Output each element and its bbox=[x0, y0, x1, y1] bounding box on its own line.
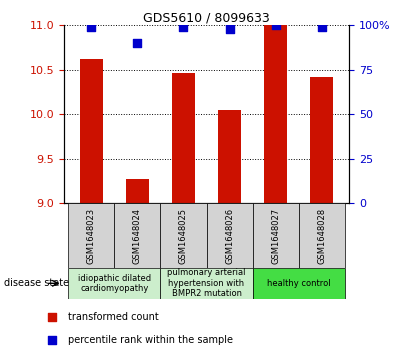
Text: disease state: disease state bbox=[4, 278, 69, 288]
Point bbox=[272, 23, 279, 28]
Point bbox=[88, 24, 95, 30]
Bar bbox=[80, 59, 103, 203]
Text: idiopathic dilated
cardiomyopathy: idiopathic dilated cardiomyopathy bbox=[78, 274, 151, 293]
Bar bbox=[68, 203, 114, 268]
Bar bbox=[68, 268, 160, 299]
Bar bbox=[160, 268, 253, 299]
Text: GSM1648028: GSM1648028 bbox=[317, 208, 326, 264]
Point bbox=[319, 24, 325, 30]
Bar bbox=[126, 179, 149, 203]
Bar bbox=[253, 203, 299, 268]
Text: percentile rank within the sample: percentile rank within the sample bbox=[68, 335, 233, 344]
Text: pulmonary arterial
hypertension with
BMPR2 mutation: pulmonary arterial hypertension with BMP… bbox=[167, 268, 246, 298]
Text: GSM1648027: GSM1648027 bbox=[271, 208, 280, 264]
Bar bbox=[114, 203, 160, 268]
Bar bbox=[218, 110, 241, 203]
Bar bbox=[172, 73, 195, 203]
Point bbox=[49, 337, 55, 343]
Bar bbox=[310, 77, 333, 203]
Text: GSM1648023: GSM1648023 bbox=[87, 208, 96, 264]
Bar bbox=[253, 268, 345, 299]
Title: GDS5610 / 8099633: GDS5610 / 8099633 bbox=[143, 11, 270, 24]
Text: GSM1648025: GSM1648025 bbox=[179, 208, 188, 264]
Point bbox=[49, 314, 55, 320]
Text: GSM1648026: GSM1648026 bbox=[225, 208, 234, 264]
Point bbox=[226, 26, 233, 32]
Bar bbox=[299, 203, 345, 268]
Text: transformed count: transformed count bbox=[68, 313, 158, 322]
Bar bbox=[206, 203, 253, 268]
Point bbox=[134, 40, 141, 46]
Text: GSM1648024: GSM1648024 bbox=[133, 208, 142, 264]
Bar bbox=[160, 203, 207, 268]
Bar bbox=[264, 25, 287, 203]
Text: healthy control: healthy control bbox=[267, 279, 330, 288]
Point bbox=[180, 24, 187, 30]
